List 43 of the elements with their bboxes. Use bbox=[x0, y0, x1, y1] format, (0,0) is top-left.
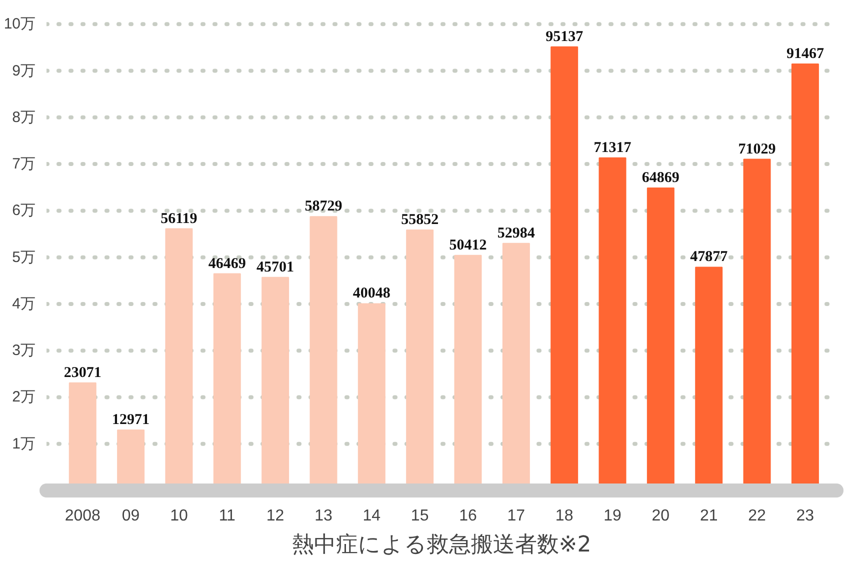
ref-line-label: 6万 bbox=[12, 202, 36, 220]
x-tick-label: 10 bbox=[170, 508, 188, 524]
ref-line-label: 5万 bbox=[12, 248, 36, 266]
x-tick-label: 11 bbox=[218, 508, 236, 524]
x-tick-label: 13 bbox=[314, 508, 332, 524]
x-tick-label: 14 bbox=[362, 508, 381, 524]
ref-line-label: 10万 bbox=[4, 16, 36, 33]
x-tick-label: 16 bbox=[459, 508, 477, 524]
ref-line-label: 1万 bbox=[12, 435, 36, 452]
data-label: 47877 bbox=[690, 249, 728, 266]
data-label: 45701 bbox=[256, 259, 294, 276]
data-label: 56119 bbox=[160, 210, 198, 227]
data-label: 55852 bbox=[401, 212, 439, 228]
ref-line-label: 9万 bbox=[12, 62, 36, 80]
data-label: 52984 bbox=[497, 225, 536, 242]
data-label: 50412 bbox=[449, 237, 487, 254]
x-tick-label: 19 bbox=[604, 508, 622, 524]
x-tick-label: 21 bbox=[700, 508, 718, 524]
data-label: 23071 bbox=[64, 364, 102, 381]
ref-line-label: 3万 bbox=[12, 342, 36, 360]
data-label: 40048 bbox=[352, 286, 390, 302]
data-label: 46469 bbox=[208, 256, 246, 272]
data-label: 71029 bbox=[738, 141, 776, 158]
data-label: 91467 bbox=[786, 46, 824, 62]
x-tick-label: 18 bbox=[555, 508, 574, 524]
x-tick-label: 23 bbox=[796, 508, 814, 524]
x-tick-label: 09 bbox=[122, 508, 140, 524]
data-label: 64869 bbox=[642, 170, 680, 186]
x-tick-label: 22 bbox=[748, 508, 766, 524]
ref-line-label: 2万 bbox=[12, 388, 36, 406]
x-tick-label: 2008 bbox=[64, 508, 101, 524]
ref-line-label: 4万 bbox=[12, 295, 36, 312]
data-label: 95137 bbox=[546, 28, 584, 45]
data-label: 71317 bbox=[594, 140, 632, 156]
data-label: 12971 bbox=[112, 412, 150, 428]
ref-line-label: 7万 bbox=[12, 156, 36, 173]
text: 熱中症による救急搬送者数※2 bbox=[292, 532, 592, 558]
x-tick-label: 17 bbox=[507, 508, 526, 524]
x-tick-label: 20 bbox=[652, 508, 670, 524]
x-tick-label: 15 bbox=[410, 508, 429, 524]
data-label: 58729 bbox=[304, 198, 342, 215]
x-tick-label: 12 bbox=[266, 508, 284, 524]
ref-line-label: 8万 bbox=[12, 108, 36, 126]
